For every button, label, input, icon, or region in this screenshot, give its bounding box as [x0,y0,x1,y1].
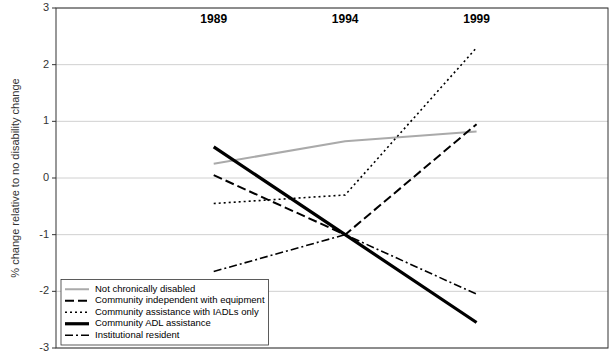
y-tick-label: -3 [39,341,49,353]
legend-swatch [65,322,89,325]
y-tick-label: 2 [43,58,49,70]
grid-line [56,234,608,235]
y-axis-label: % change relative to no disability chang… [9,78,21,277]
y-tick [52,291,56,292]
x-tick-label: 1994 [332,12,359,26]
y-tick-label: 1 [43,114,49,126]
legend-swatch [65,334,89,336]
y-tick-label: 0 [43,171,49,183]
legend-label: Community assistance with IADLs only [95,306,259,317]
legend-label: Institutional resident [95,329,180,340]
y-tick [52,348,56,349]
series-line [214,48,477,204]
grid-line [56,64,608,65]
series-line [214,124,477,235]
x-tick-label: 1999 [463,12,490,26]
y-tick [52,8,56,9]
y-tick-label: 3 [43,1,49,13]
x-tick-label: 1989 [200,12,227,26]
series-line [214,132,477,164]
y-tick-label: -2 [39,284,49,296]
y-tick [52,64,56,65]
grid-line [56,178,608,179]
y-tick [52,121,56,122]
legend-label: Community independent with equipment [95,294,265,305]
legend-label: Community ADL assistance [95,317,211,328]
y-tick [52,234,56,235]
y-tick-label: -1 [39,228,49,240]
legend-swatch [65,288,89,290]
plot-frame [56,8,608,348]
legend: Not chronically disabledCommunity indepe… [61,280,269,346]
legend-frame [61,280,269,346]
legend-label: Not chronically disabled [95,283,195,294]
y-tick [52,178,56,179]
grid-line [56,121,608,122]
chart: -3 -2 -1 0 1 2 3 % change relative to no disabi… [0,0,616,356]
legend-swatch [65,300,89,302]
legend-swatch [65,311,89,313]
